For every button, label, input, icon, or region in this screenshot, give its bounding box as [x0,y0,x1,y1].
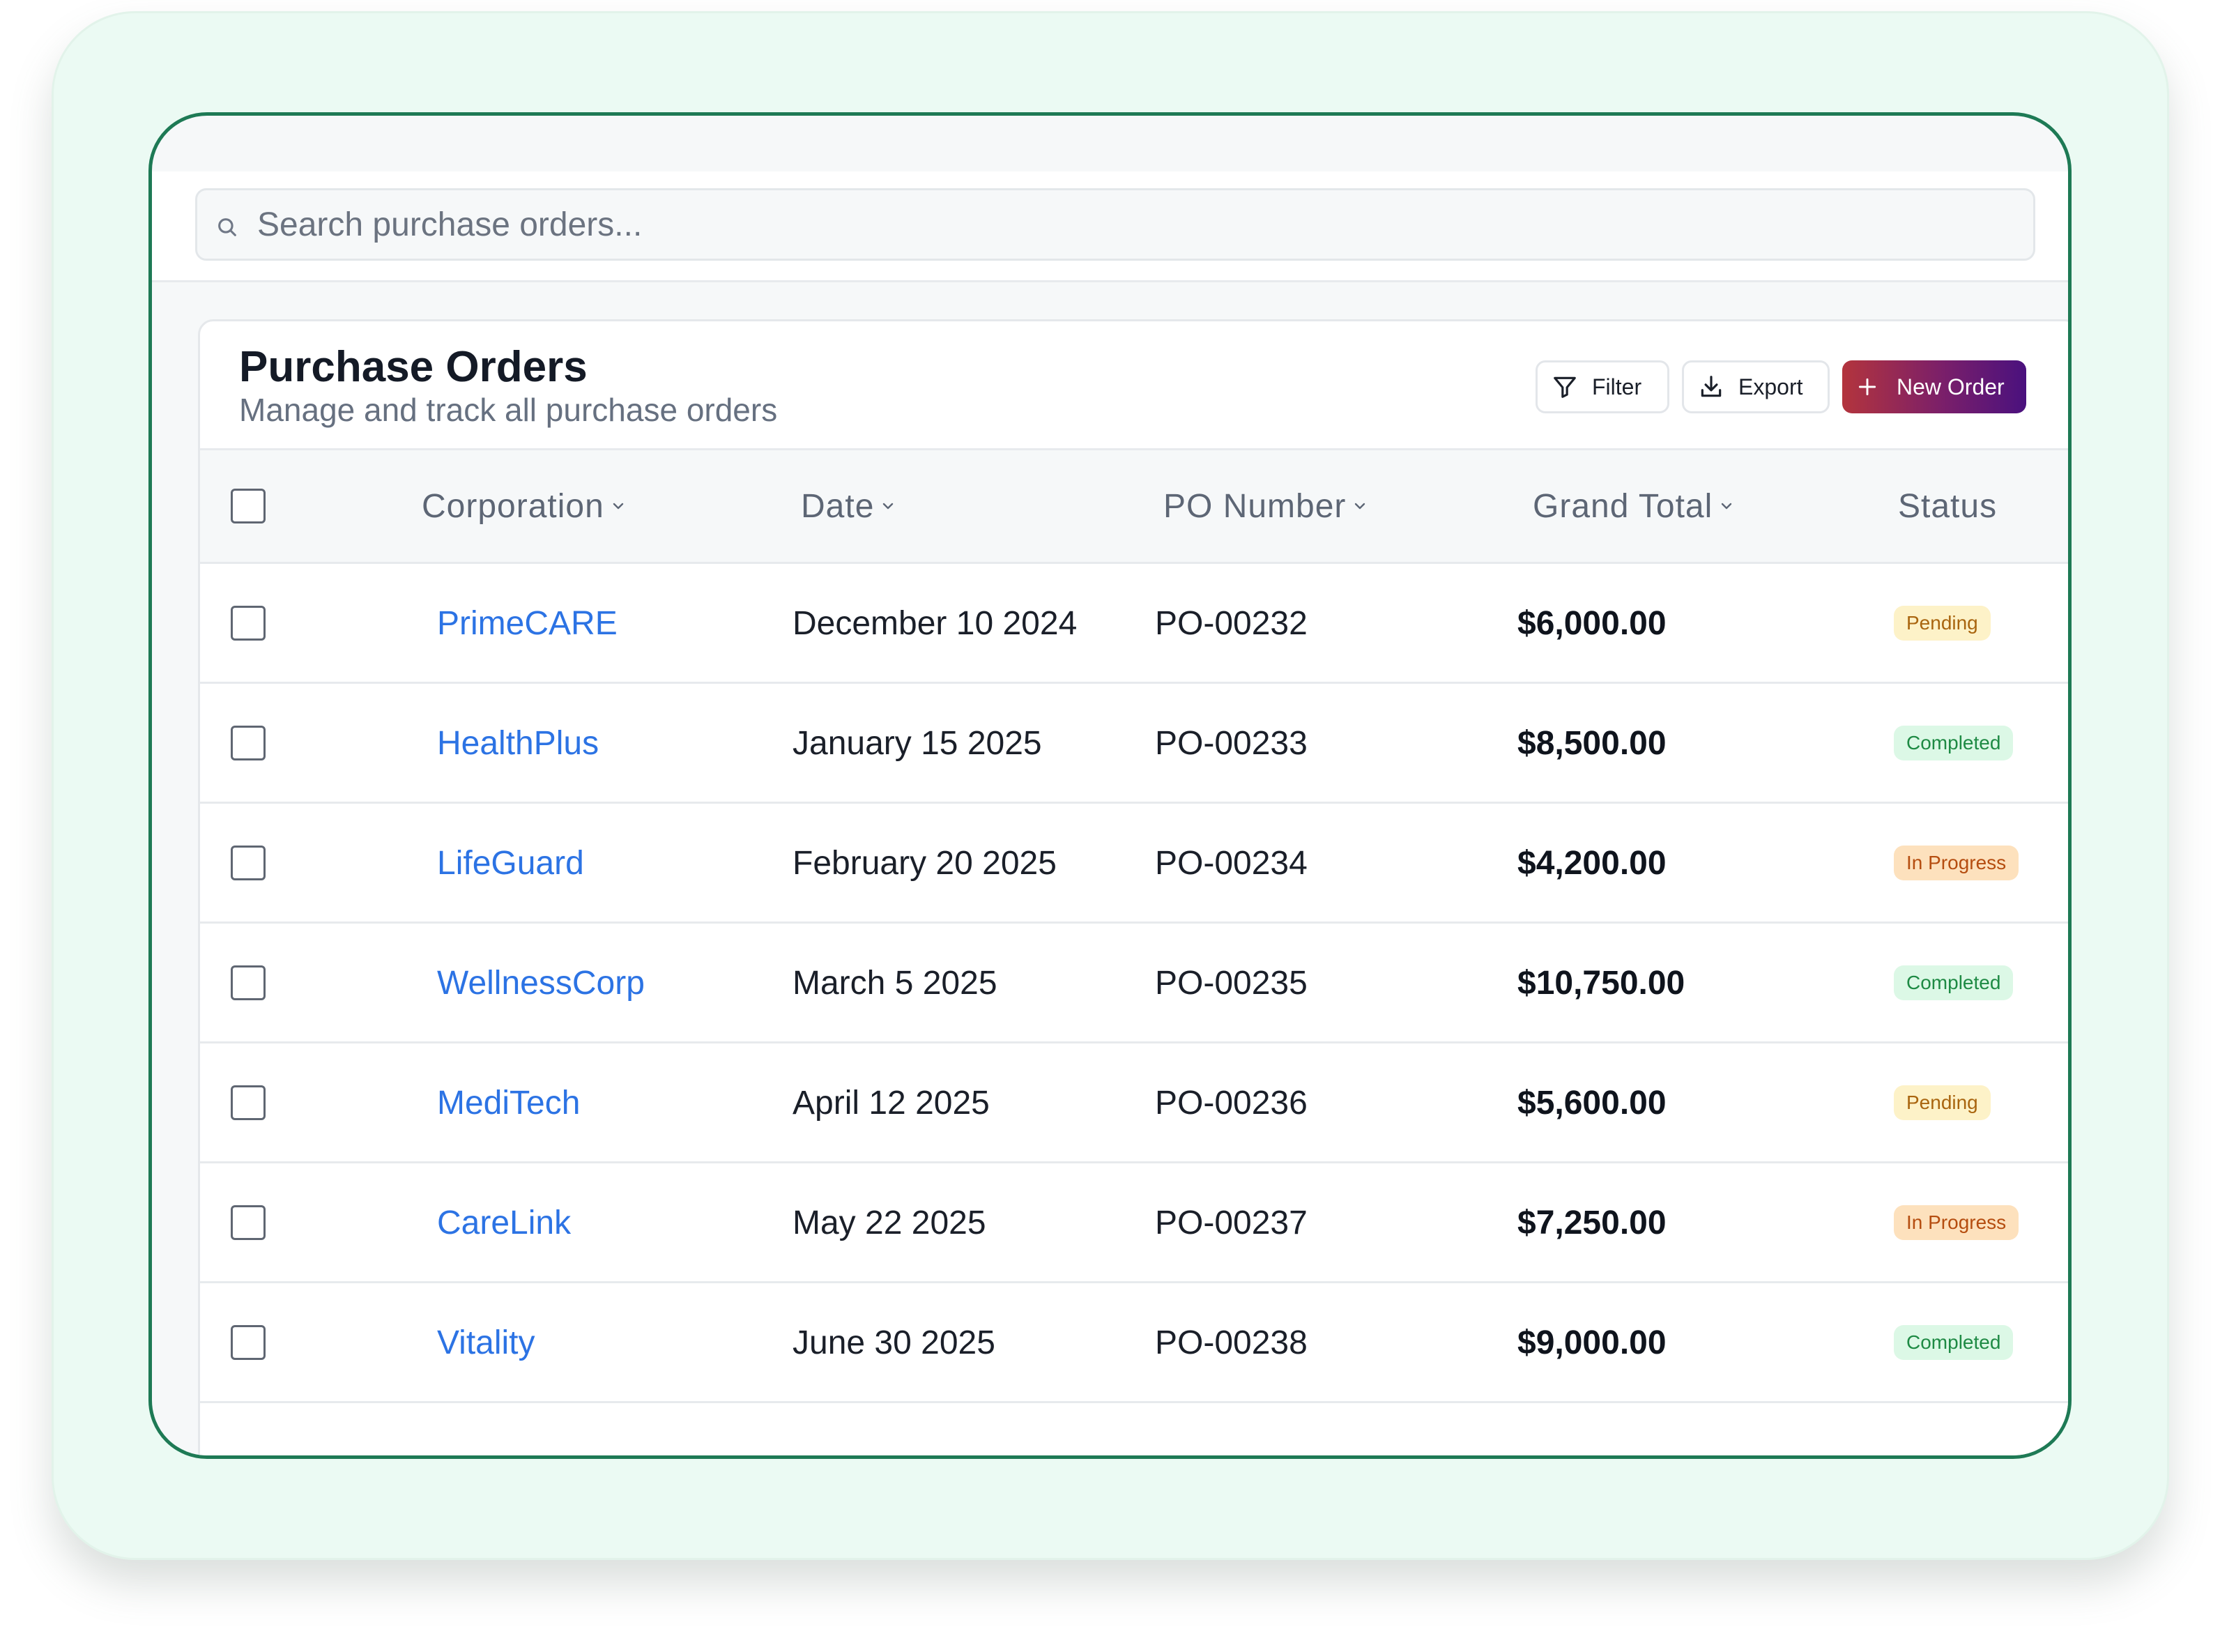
search-input[interactable] [257,190,2000,259]
grand-total: $5,600.00 [1517,1084,1667,1122]
order-date: March 5 2025 [793,964,997,1002]
filter-button[interactable]: Filter [1536,360,1669,413]
status-badge: Pending [1894,606,1991,641]
row-checkbox[interactable] [231,1085,266,1120]
table-row: Vitality June 30 2025 PO-00238 $9,000.00… [200,1283,2068,1403]
export-button[interactable]: Export [1682,360,1830,413]
order-date: December 10 2024 [793,604,1078,642]
grand-total: $6,000.00 [1517,604,1667,642]
table-row: LifeGuard February 20 2025 PO-00234 $4,2… [200,804,2068,924]
row-checkbox[interactable] [231,1325,266,1360]
search-icon [218,218,236,236]
corporation-link[interactable]: HealthPlus [437,724,599,762]
po-number: PO-00235 [1155,964,1308,1002]
column-header-label: PO Number [1163,487,1347,525]
row-checkbox[interactable] [231,726,266,760]
status-cell: Completed [1894,684,2014,802]
select-all-checkbox[interactable] [231,489,266,523]
column-header-label: Grand Total [1533,487,1713,525]
page-subtitle: Manage and track all purchase orders [239,392,778,428]
column-header-grand-total[interactable]: Grand Total [1533,450,1733,562]
order-date: February 20 2025 [793,844,1057,882]
status-badge: In Progress [1894,846,2019,880]
status-cell: In Progress [1894,1163,2019,1282]
column-header-date[interactable]: Date [801,450,895,562]
grand-total: $10,750.00 [1517,964,1685,1002]
app-window: Purchase Orders Manage and track all pur… [148,112,2072,1459]
corporation-link[interactable]: LifeGuard [437,844,584,882]
purchase-orders-panel: Purchase Orders Manage and track all pur… [198,319,2068,1455]
column-header-label: Status [1898,487,1998,525]
table-header: Corporation Date PO Number Grand Total S… [200,448,2068,564]
row-checkbox[interactable] [231,1205,266,1240]
chevron-down-icon [883,503,894,510]
filter-icon [1554,376,1576,398]
grand-total: $4,200.00 [1517,844,1667,882]
po-number: PO-00234 [1155,844,1308,882]
new-order-label: New Order [1897,374,2005,399]
row-checkbox[interactable] [231,606,266,641]
status-badge: Completed [1894,1325,2014,1360]
chevron-down-icon [1355,503,1365,510]
plus-icon [1858,378,1876,396]
row-checkbox[interactable] [231,846,266,880]
order-date: June 30 2025 [793,1324,995,1361]
po-number: PO-00233 [1155,724,1308,762]
grand-total: $7,250.00 [1517,1204,1667,1241]
page-title: Purchase Orders [239,343,588,391]
grand-total: $8,500.00 [1517,724,1667,762]
status-badge: Completed [1894,726,2014,760]
table-row: WellnessCorp March 5 2025 PO-00235 $10,7… [200,924,2068,1043]
grand-total: $9,000.00 [1517,1324,1667,1361]
status-cell: Completed [1894,1283,2014,1402]
search-bar [152,171,2068,282]
column-header-label: Corporation [422,487,604,525]
po-number: PO-00232 [1155,604,1308,642]
status-cell: In Progress [1894,804,2019,922]
po-number: PO-00236 [1155,1084,1308,1122]
corporation-link[interactable]: WellnessCorp [437,964,645,1002]
po-number: PO-00237 [1155,1204,1308,1241]
status-badge: Completed [1894,965,2014,1000]
chevron-down-icon [1722,503,1732,510]
table-row: HealthPlus January 15 2025 PO-00233 $8,5… [200,684,2068,804]
column-header-corporation[interactable]: Corporation [422,450,625,562]
download-icon [1701,376,1722,397]
table-row: PrimeCARE December 10 2024 PO-00232 $6,0… [200,564,2068,684]
order-date: May 22 2025 [793,1204,986,1241]
filter-label: Filter [1592,374,1642,399]
table-row: CareLink May 22 2025 PO-00237 $7,250.00 … [200,1163,2068,1283]
corporation-link[interactable]: PrimeCARE [437,604,618,642]
column-header-po-number[interactable]: PO Number [1163,450,1367,562]
column-header-label: Date [801,487,875,525]
status-badge: Pending [1894,1085,1991,1120]
po-number: PO-00238 [1155,1324,1308,1361]
new-order-button[interactable]: New Order [1842,360,2026,413]
export-label: Export [1738,374,1803,399]
corporation-link[interactable]: Vitality [437,1324,535,1361]
corporation-link[interactable]: CareLink [437,1204,572,1241]
corporation-link[interactable]: MediTech [437,1084,581,1122]
order-date: January 15 2025 [793,724,1042,762]
chevron-down-icon [613,503,624,510]
table-row: MediTech April 12 2025 PO-00236 $5,600.0… [200,1043,2068,1163]
row-checkbox[interactable] [231,965,266,1000]
order-date: April 12 2025 [793,1084,990,1122]
status-cell: Completed [1894,924,2014,1042]
search-box[interactable] [195,188,2035,261]
column-header-status: Status [1898,450,1997,562]
status-cell: Pending [1894,1043,1991,1162]
status-badge: In Progress [1894,1205,2019,1240]
status-cell: Pending [1894,564,1991,682]
